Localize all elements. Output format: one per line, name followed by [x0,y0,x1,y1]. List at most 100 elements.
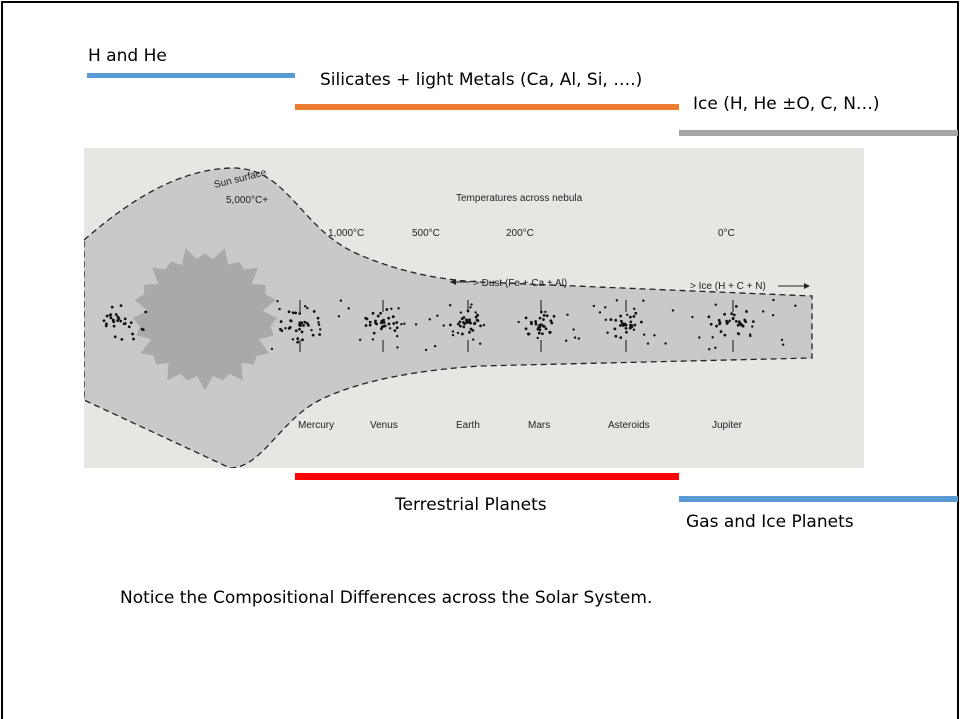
particle [452,330,454,332]
particle [708,348,710,350]
particle [593,305,595,307]
particle [110,316,113,319]
particle [124,317,127,320]
particle [543,314,546,317]
particle [483,324,485,326]
particle [525,317,528,320]
particle [120,304,123,307]
dust-label: > Dust (Fe + Ca + Al) [473,278,567,289]
particle [762,310,764,312]
particle [479,324,482,327]
particle [462,325,465,328]
particle [131,333,134,336]
particle [116,316,119,319]
particle [468,331,471,334]
temperature: 200°C [506,228,534,239]
particle [479,343,481,345]
composition-band [87,73,295,78]
particle [276,300,278,302]
particle [465,318,468,321]
particle [619,336,622,339]
body-label: Asteroids [608,420,650,431]
particle [606,332,608,334]
particle [735,320,738,323]
particle [377,315,380,318]
particle [633,308,635,310]
particle [278,308,280,310]
particle [116,319,119,322]
particle [394,329,397,332]
particle [318,333,321,336]
particle [730,312,733,315]
particle [534,320,537,323]
particle [403,323,405,325]
particle [613,327,616,330]
particle [626,314,628,316]
particle [715,303,717,305]
particle [115,313,118,316]
particle [715,325,718,328]
particle [392,315,395,318]
particle [374,320,377,323]
particle [317,317,320,320]
particle [449,304,451,306]
particle [572,328,574,330]
particle [749,335,751,337]
particle [566,314,568,316]
particle [463,322,466,325]
temperature: 500°C [412,228,440,239]
particle [539,317,542,320]
particle [396,326,399,329]
particle [302,324,305,327]
particle [415,323,417,325]
particle [299,324,302,327]
particle [553,315,556,318]
particle [128,325,131,328]
particle [525,327,528,330]
particle [751,325,753,327]
particle [469,306,471,308]
particle [538,324,541,327]
particle [634,312,637,315]
particle [372,338,374,340]
particle [365,324,368,327]
group-band [679,496,958,502]
particle [714,346,716,348]
particle [544,311,546,313]
particle [517,321,519,323]
particle [112,320,115,323]
particle [381,326,384,329]
particle [664,342,666,344]
particle [536,337,538,339]
particle [475,311,477,313]
particle [472,338,474,340]
slide-border-top [2,1,958,3]
particle [633,324,636,327]
particle [476,319,479,322]
particle [380,321,383,324]
particle [452,334,454,336]
particle [633,329,635,331]
figure-title: Temperatures across nebula [456,193,583,204]
particle [530,322,533,325]
particle [292,311,295,314]
particle [542,325,545,328]
particle [470,303,472,305]
particle [578,337,580,339]
particle [474,322,477,325]
particle [629,327,632,330]
particle [388,323,391,326]
particle [718,322,721,325]
particle [620,320,623,323]
particle [340,299,342,301]
particle [535,323,538,326]
particle [429,318,431,320]
particle [436,315,438,317]
particle [460,311,462,313]
particle [289,326,292,329]
particle [119,320,122,323]
particle [711,336,713,338]
particle [629,320,632,323]
particle [629,316,632,319]
particle [317,321,319,323]
